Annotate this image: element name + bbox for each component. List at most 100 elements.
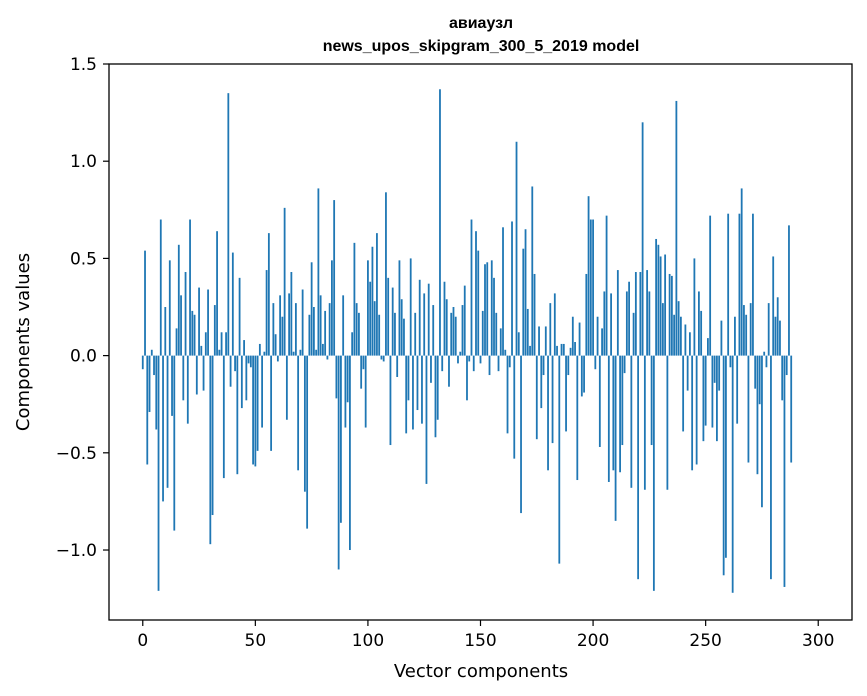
bar-285 <box>783 355 786 587</box>
bar-88 <box>340 355 342 523</box>
y-tick-label: −0.5 <box>56 444 97 464</box>
bar-28 <box>204 332 207 356</box>
bar-110 <box>389 355 392 446</box>
bar-287 <box>788 225 790 356</box>
bar-147 <box>472 355 475 372</box>
bar-187 <box>562 343 565 356</box>
bar-83 <box>328 303 331 356</box>
bar-1 <box>144 250 146 356</box>
bar-282 <box>776 297 779 356</box>
bar-80 <box>321 343 324 356</box>
bar-84 <box>331 260 333 356</box>
x-tick-label: 300 <box>802 631 834 651</box>
bar-137 <box>450 312 453 356</box>
bar-239 <box>679 316 682 356</box>
bar-6 <box>155 355 158 430</box>
bar-175 <box>535 355 538 440</box>
bar-93 <box>351 332 354 356</box>
x-tick-label: 200 <box>577 631 609 651</box>
bar-247 <box>698 291 700 356</box>
bar-252 <box>709 215 712 356</box>
bar-256 <box>718 355 721 391</box>
bar-200 <box>592 219 594 356</box>
bar-77 <box>315 349 318 356</box>
bar-69 <box>297 355 300 471</box>
bar-176 <box>538 326 540 356</box>
bar-185 <box>558 355 561 564</box>
bar-65 <box>288 293 291 356</box>
bar-225 <box>648 291 651 356</box>
bar-186 <box>560 343 563 356</box>
bar-112 <box>394 312 396 356</box>
bar-173 <box>531 186 534 356</box>
bar-233 <box>666 355 669 490</box>
bar-272 <box>754 355 757 389</box>
y-tick-label: −1.0 <box>56 541 97 561</box>
bar-229 <box>657 244 660 356</box>
bar-61 <box>279 295 282 356</box>
bar-182 <box>551 355 554 444</box>
bar-242 <box>686 355 689 391</box>
bar-286 <box>785 355 788 376</box>
x-axis-label: Vector components <box>394 661 568 682</box>
bar-92 <box>349 355 351 551</box>
bar-267 <box>743 305 745 356</box>
bar-79 <box>319 295 322 356</box>
bar-12 <box>168 260 171 356</box>
bar-281 <box>774 316 777 356</box>
bar-146 <box>470 219 473 356</box>
bar-7 <box>157 355 160 591</box>
bar-138 <box>452 307 455 356</box>
bar-133 <box>441 355 444 372</box>
bar-231 <box>661 303 664 356</box>
bar-116 <box>403 318 405 356</box>
bar-160 <box>502 227 504 356</box>
bar-206 <box>605 215 608 356</box>
bar-126 <box>425 355 428 484</box>
bar-144 <box>466 355 468 401</box>
bar-46 <box>245 355 248 401</box>
bar-16 <box>177 244 180 356</box>
bar-86 <box>335 355 338 399</box>
bar-121 <box>414 312 417 356</box>
bar-170 <box>524 229 527 356</box>
bar-0 <box>141 355 144 370</box>
bar-148 <box>475 231 477 356</box>
y-axis-label: Components values <box>13 253 34 431</box>
x-tick-label: 0 <box>137 631 148 651</box>
bar-97 <box>360 355 363 389</box>
bar-223 <box>643 355 646 490</box>
bar-154 <box>488 355 491 376</box>
bar-222 <box>641 122 644 356</box>
bar-248 <box>700 310 703 356</box>
bar-5 <box>153 355 155 376</box>
x-tick-label: 100 <box>352 631 384 651</box>
bar-24 <box>195 355 198 395</box>
bar-53 <box>261 355 263 428</box>
bar-162 <box>506 355 509 434</box>
y-tick-label: 0.0 <box>70 347 97 367</box>
bar-117 <box>405 355 408 434</box>
bar-227 <box>652 355 655 591</box>
bar-159 <box>499 328 502 356</box>
bar-78 <box>317 188 320 356</box>
bar-37 <box>225 332 227 356</box>
bar-269 <box>747 355 750 463</box>
bar-115 <box>400 299 403 356</box>
bar-63 <box>283 207 286 356</box>
bar-279 <box>770 355 772 580</box>
bar-107 <box>382 355 385 362</box>
bar-198 <box>587 196 590 356</box>
y-axis: −1.0 −0.5 0.0 0.5 1.0 1.5 <box>56 55 109 561</box>
bar-183 <box>553 293 556 356</box>
bar-11 <box>166 355 169 488</box>
bar-181 <box>549 303 552 356</box>
bar-201 <box>594 355 597 370</box>
bar-130 <box>434 355 437 438</box>
bar-151 <box>481 310 484 356</box>
bar-44 <box>240 355 243 409</box>
bar-220 <box>637 355 640 580</box>
bar-99 <box>364 355 367 428</box>
bar-81 <box>324 310 327 356</box>
bar-184 <box>556 345 558 356</box>
